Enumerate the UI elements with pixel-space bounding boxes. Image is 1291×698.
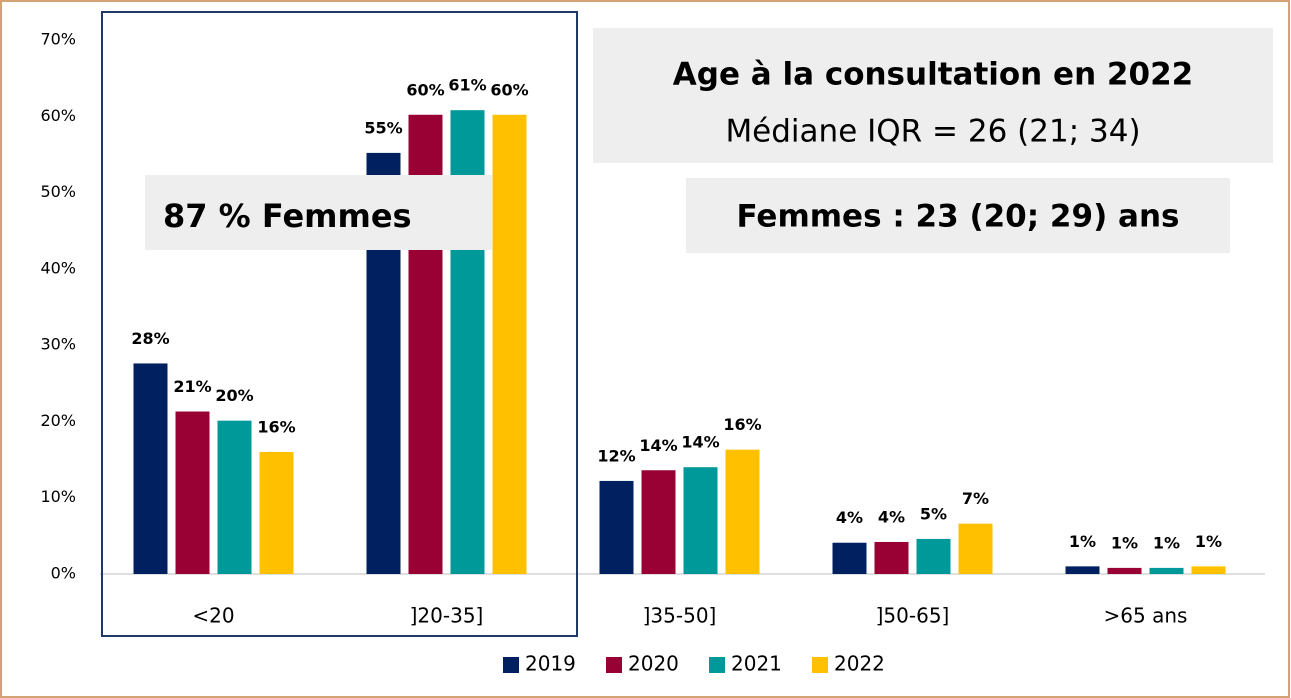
bar [217, 420, 252, 574]
highlight-frame [101, 11, 578, 637]
y-tick-label: 10% [40, 487, 76, 506]
bar [874, 541, 909, 574]
value-label: 1% [1153, 533, 1180, 552]
y-tick-label: 70% [40, 30, 76, 49]
bar [641, 470, 676, 574]
bar [1065, 566, 1100, 574]
value-label: 55% [364, 118, 402, 137]
x-tick-label: ]20-35] [410, 604, 484, 628]
annotation-box [145, 175, 492, 250]
bar [916, 538, 951, 574]
legend-label: 2021 [731, 652, 782, 676]
value-label: 1% [1069, 532, 1096, 551]
value-label: 1% [1111, 533, 1138, 552]
value-label: 14% [681, 433, 719, 452]
value-label: 4% [836, 508, 863, 527]
value-label: 16% [257, 417, 295, 436]
bar [1107, 567, 1142, 574]
annotation-box [593, 28, 1273, 163]
value-label: 21% [173, 377, 211, 396]
x-tick-label: <20 [192, 604, 234, 628]
value-label: 1% [1195, 532, 1222, 551]
y-tick-label: 0% [51, 564, 76, 583]
x-tick-label: >65 ans [1104, 604, 1188, 628]
legend-label: 2019 [525, 652, 576, 676]
legend-label: 2022 [834, 652, 885, 676]
y-tick-label: 60% [40, 106, 76, 125]
annotation: Médiane IQR = 26 (21; 34) [725, 114, 1140, 150]
bar [832, 542, 867, 574]
value-label: 14% [639, 436, 677, 455]
annotation: Femmes : 23 (20; 29) ans [737, 199, 1180, 235]
bar [133, 363, 168, 574]
bar [725, 449, 760, 574]
value-label: 5% [920, 504, 947, 523]
bar [1149, 567, 1184, 574]
x-tick-label: ]35-50] [643, 604, 717, 628]
y-tick-label: 40% [40, 258, 76, 277]
value-label: 61% [448, 76, 486, 95]
bar [492, 114, 527, 574]
x-tick-label: ]50-65] [876, 604, 950, 628]
value-label: 60% [406, 80, 444, 99]
value-label: 16% [723, 415, 761, 434]
value-label: 4% [878, 507, 905, 526]
value-label: 7% [962, 489, 989, 508]
y-tick-label: 50% [40, 182, 76, 201]
value-label: 20% [215, 386, 253, 405]
annotation: Age à la consultation en 2022 [673, 57, 1193, 93]
y-tick-label: 20% [40, 411, 76, 430]
legend-swatch [709, 657, 725, 673]
bar [683, 467, 718, 574]
annotation-box [686, 178, 1230, 253]
annotation: 87 % Femmes [163, 197, 412, 235]
value-label: 60% [490, 80, 528, 99]
value-label: 28% [131, 329, 169, 348]
legend-swatch [606, 657, 622, 673]
bar [958, 523, 993, 574]
bar [259, 451, 294, 574]
bar [1191, 566, 1226, 574]
value-label: 12% [597, 446, 635, 465]
legend-label: 2020 [628, 652, 679, 676]
y-tick-label: 30% [40, 335, 76, 354]
legend-swatch [503, 657, 519, 673]
bar [599, 480, 634, 574]
bar [175, 411, 210, 574]
legend-swatch [812, 657, 828, 673]
